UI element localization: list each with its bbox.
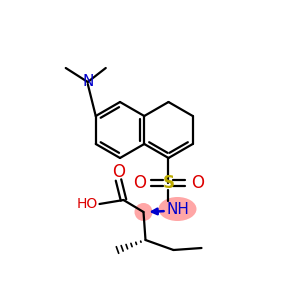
Text: O: O	[191, 174, 204, 192]
Ellipse shape	[158, 197, 196, 221]
Text: HO: HO	[77, 197, 98, 211]
Text: NH: NH	[166, 202, 189, 217]
Text: N: N	[82, 74, 93, 89]
Circle shape	[134, 203, 152, 221]
Text: S: S	[163, 174, 175, 192]
Text: O: O	[133, 174, 146, 192]
Text: O: O	[112, 163, 125, 181]
